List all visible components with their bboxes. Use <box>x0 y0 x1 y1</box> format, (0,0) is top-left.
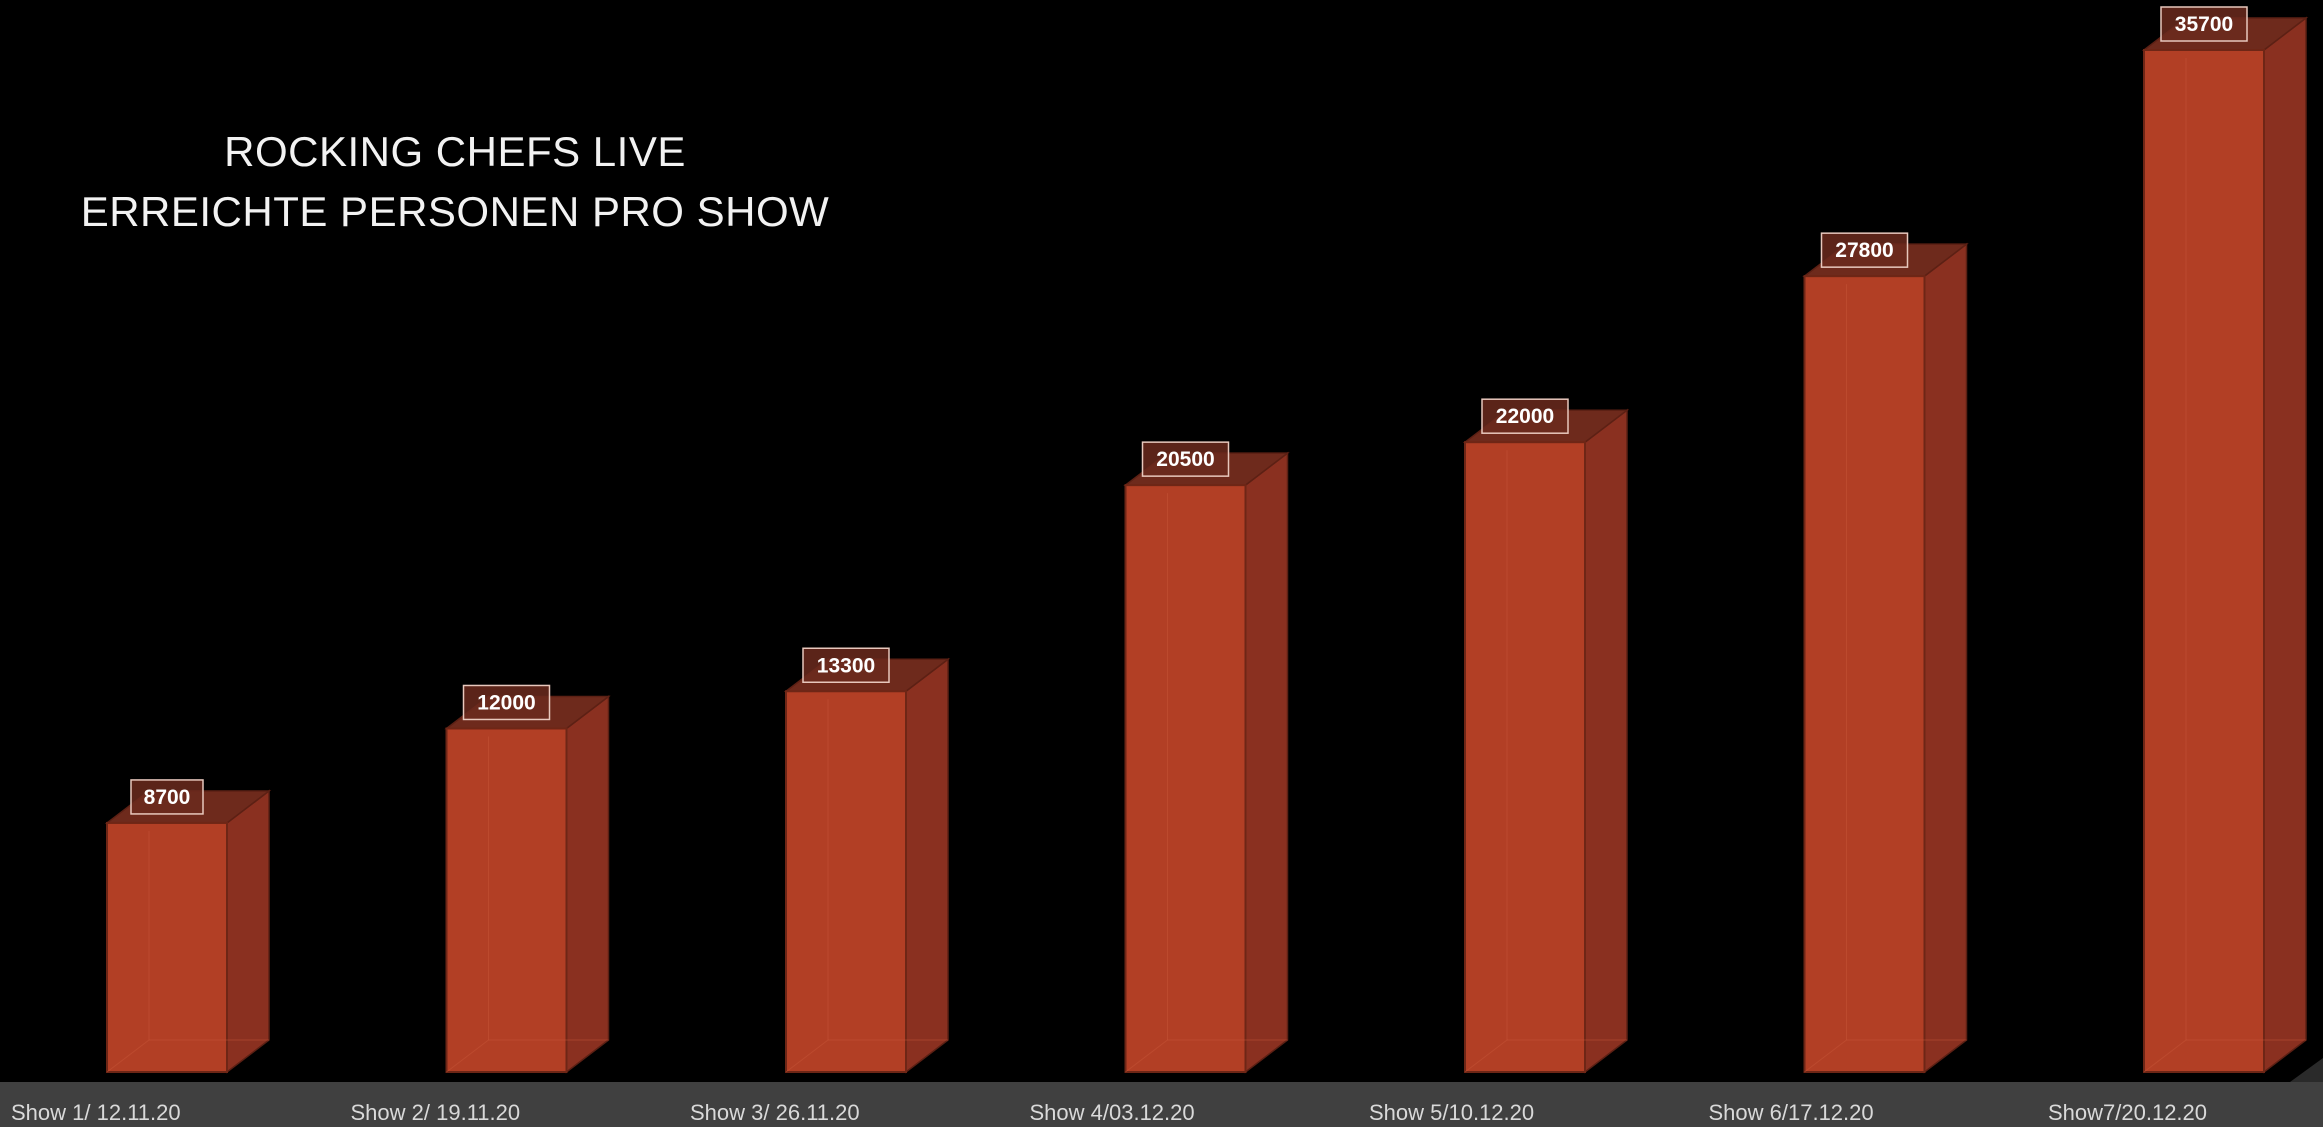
bar-inner-edge <box>1804 1039 1847 1073</box>
bar-side <box>1923 242 1968 1074</box>
data-label-box <box>130 779 204 815</box>
bar-side <box>1584 408 1628 1074</box>
bar <box>1124 484 1247 1073</box>
floor-corner <box>2290 1058 2323 1082</box>
data-label-box <box>802 647 890 684</box>
data-label: 22000 <box>1496 405 1554 428</box>
bar-inner-edge <box>1125 1039 1168 1073</box>
data-label: 13300 <box>817 654 875 677</box>
data-label-box <box>462 684 551 721</box>
bar-side <box>905 657 949 1074</box>
chart-title-line-1: ROCKING CHEFS LIVE <box>224 128 686 175</box>
data-label-box <box>2160 6 2248 42</box>
x-tick-label: Show 3/ 26.11.20 <box>690 1100 860 1125</box>
x-tick-label: Show 6/17.12.20 <box>1709 1100 1874 1125</box>
bar <box>445 727 568 1073</box>
data-label: 35700 <box>2175 13 2233 36</box>
bar-inner-edge <box>1464 1039 1508 1073</box>
bar <box>2143 49 2265 1073</box>
bar-side <box>226 789 270 1074</box>
bar <box>1803 275 1926 1073</box>
bar-inner-edge <box>106 1039 150 1073</box>
bar-side <box>1244 451 1289 1074</box>
bar-inner-edge <box>785 1039 829 1073</box>
data-label: 12000 <box>477 691 535 714</box>
x-tick-label: Show 2/ 19.11.20 <box>351 1100 521 1125</box>
chart-title: ROCKING CHEFS LIVE ERREICHTE PERSONEN PR… <box>60 122 850 242</box>
data-label: 8700 <box>144 786 191 809</box>
data-label: 20500 <box>1156 448 1214 471</box>
data-label-box <box>1481 398 1569 434</box>
x-tick-label: Show 1/ 12.11.20 <box>11 1100 181 1125</box>
bar <box>106 821 228 1073</box>
x-tick-label: Show7/20.12.20 <box>2048 1100 2207 1125</box>
x-tick-label: Show 5/10.12.20 <box>1369 1100 1534 1125</box>
bar-side <box>2263 16 2307 1074</box>
chart-title-line-2: ERREICHTE PERSONEN PRO SHOW <box>80 188 830 235</box>
bar <box>785 690 907 1073</box>
data-label: 27800 <box>1835 239 1893 262</box>
bar <box>1464 441 1586 1073</box>
x-tick-label: Show 4/03.12.20 <box>1030 1100 1195 1125</box>
data-label-box <box>1141 441 1230 477</box>
bar-side <box>565 694 610 1074</box>
data-label-box <box>1820 232 1909 268</box>
bar-inner-edge <box>446 1039 489 1073</box>
bar-inner-edge <box>2143 1039 2187 1073</box>
axis-floor <box>0 1082 2323 1127</box>
